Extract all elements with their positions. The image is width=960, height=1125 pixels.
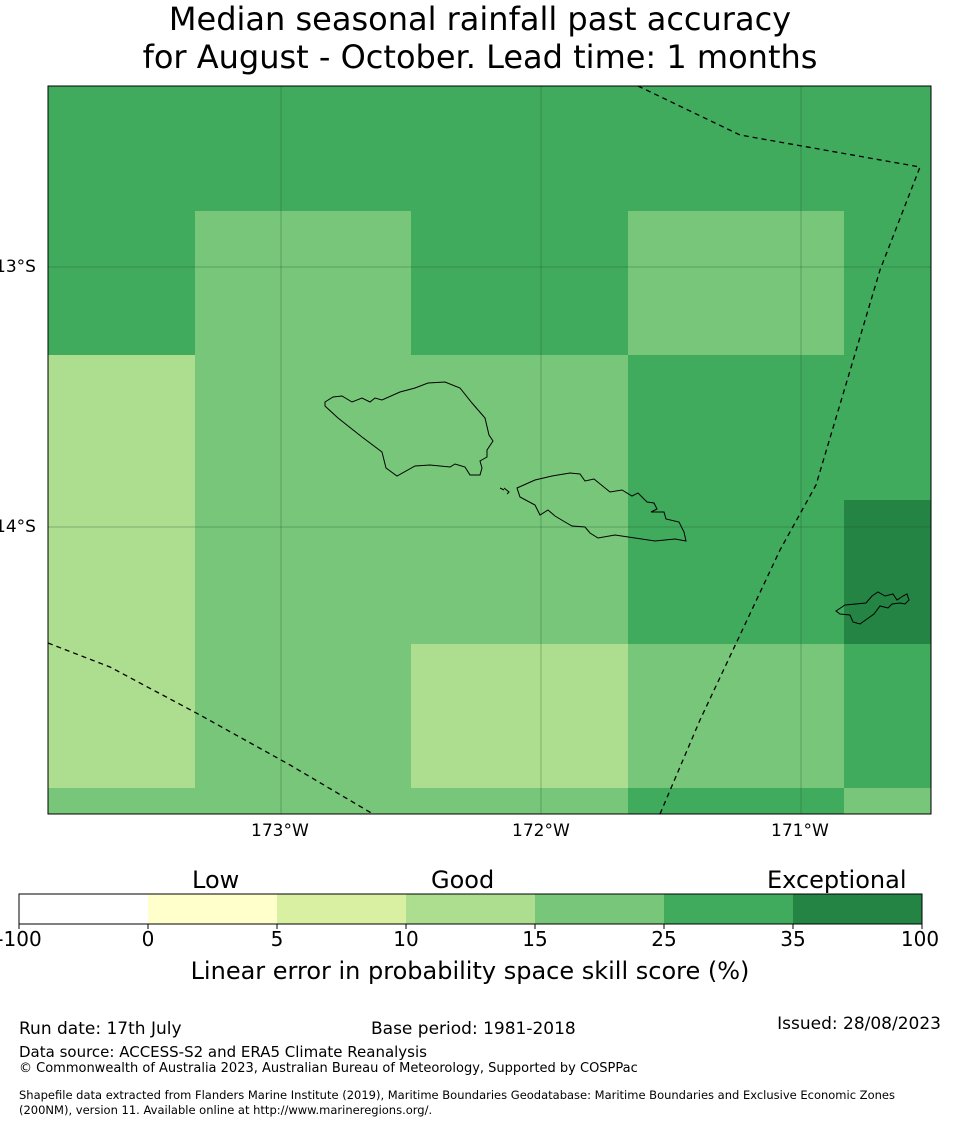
colorbar-label: Linear error in probability space skill … [190, 957, 750, 985]
grid-cell [628, 211, 844, 355]
base-period: Base period: 1981-2018 [371, 1019, 576, 1039]
colorbar-segment [148, 894, 277, 924]
map-title-line-1: Median seasonal rainfall past accuracy [168, 0, 792, 38]
grid-cell [195, 211, 411, 355]
grid-cell [195, 644, 411, 788]
colorbar-tick-label: 5 [270, 927, 284, 951]
lon-label-171w: 171°W [771, 821, 829, 841]
manono-islet [499, 487, 510, 495]
colorbar-tick-label: 0 [141, 927, 155, 951]
colorbar-tick-label: 10 [393, 927, 419, 951]
grid-cell [844, 500, 931, 644]
grid-cell [48, 788, 628, 814]
shapefile-credit-line-2: (200NM), version 11. Available online at… [19, 1103, 433, 1117]
colorbar-frame [18, 893, 923, 925]
run-date: Run date: 17th July [19, 1019, 182, 1039]
copyright-notice: © Commonwealth of Australia 2023, Austra… [19, 1061, 638, 1076]
colorbar-segment [19, 894, 148, 924]
lon-label-172w: 172°W [512, 821, 570, 841]
colorbar-segment [664, 894, 793, 924]
colorbar-tick-label: 25 [651, 927, 677, 951]
issued-date: Issued: 28/08/2023 [777, 1014, 941, 1034]
lat-label-14s: 14°S [0, 517, 36, 537]
grid-cell [844, 788, 931, 814]
data-source: Data source: ACCESS-S2 and ERA5 Climate … [19, 1043, 427, 1061]
colorbar-segment [535, 894, 664, 924]
colorbar-segment [793, 894, 922, 924]
graticule [48, 86, 931, 814]
upolu-island-outline [516, 472, 687, 542]
colorbar [18, 893, 923, 929]
colorbar-segment [406, 894, 535, 924]
colorbar-category-good: Good [431, 866, 495, 894]
grid-cell [411, 644, 628, 788]
shapefile-credit-line-1: Shapefile data extracted from Flanders M… [19, 1088, 895, 1102]
savaii-island-outline [324, 381, 494, 477]
coastlines [324, 381, 910, 625]
lat-label-13s: 13°S [0, 257, 36, 277]
map-title-line-2: for August - October. Lead time: 1 month… [142, 38, 818, 76]
grid-cell [195, 355, 628, 644]
colorbar-category-low: Low [192, 866, 240, 894]
colorbar-tick-label: 35 [780, 927, 806, 951]
colorbar-tick-label: -100 [0, 927, 42, 951]
colorbar-tick-label: 15 [522, 927, 548, 951]
skill-grid [48, 86, 931, 814]
grid-cell [48, 355, 195, 788]
tutuila-island-outline [835, 591, 910, 625]
lon-label-173w: 173°W [251, 821, 309, 841]
map-frame [47, 85, 932, 815]
colorbar-tick-label: 100 [900, 927, 940, 951]
colorbar-category-exceptional: Exceptional [767, 866, 907, 894]
colorbar-segment [277, 894, 406, 924]
grid-cell [628, 644, 844, 788]
